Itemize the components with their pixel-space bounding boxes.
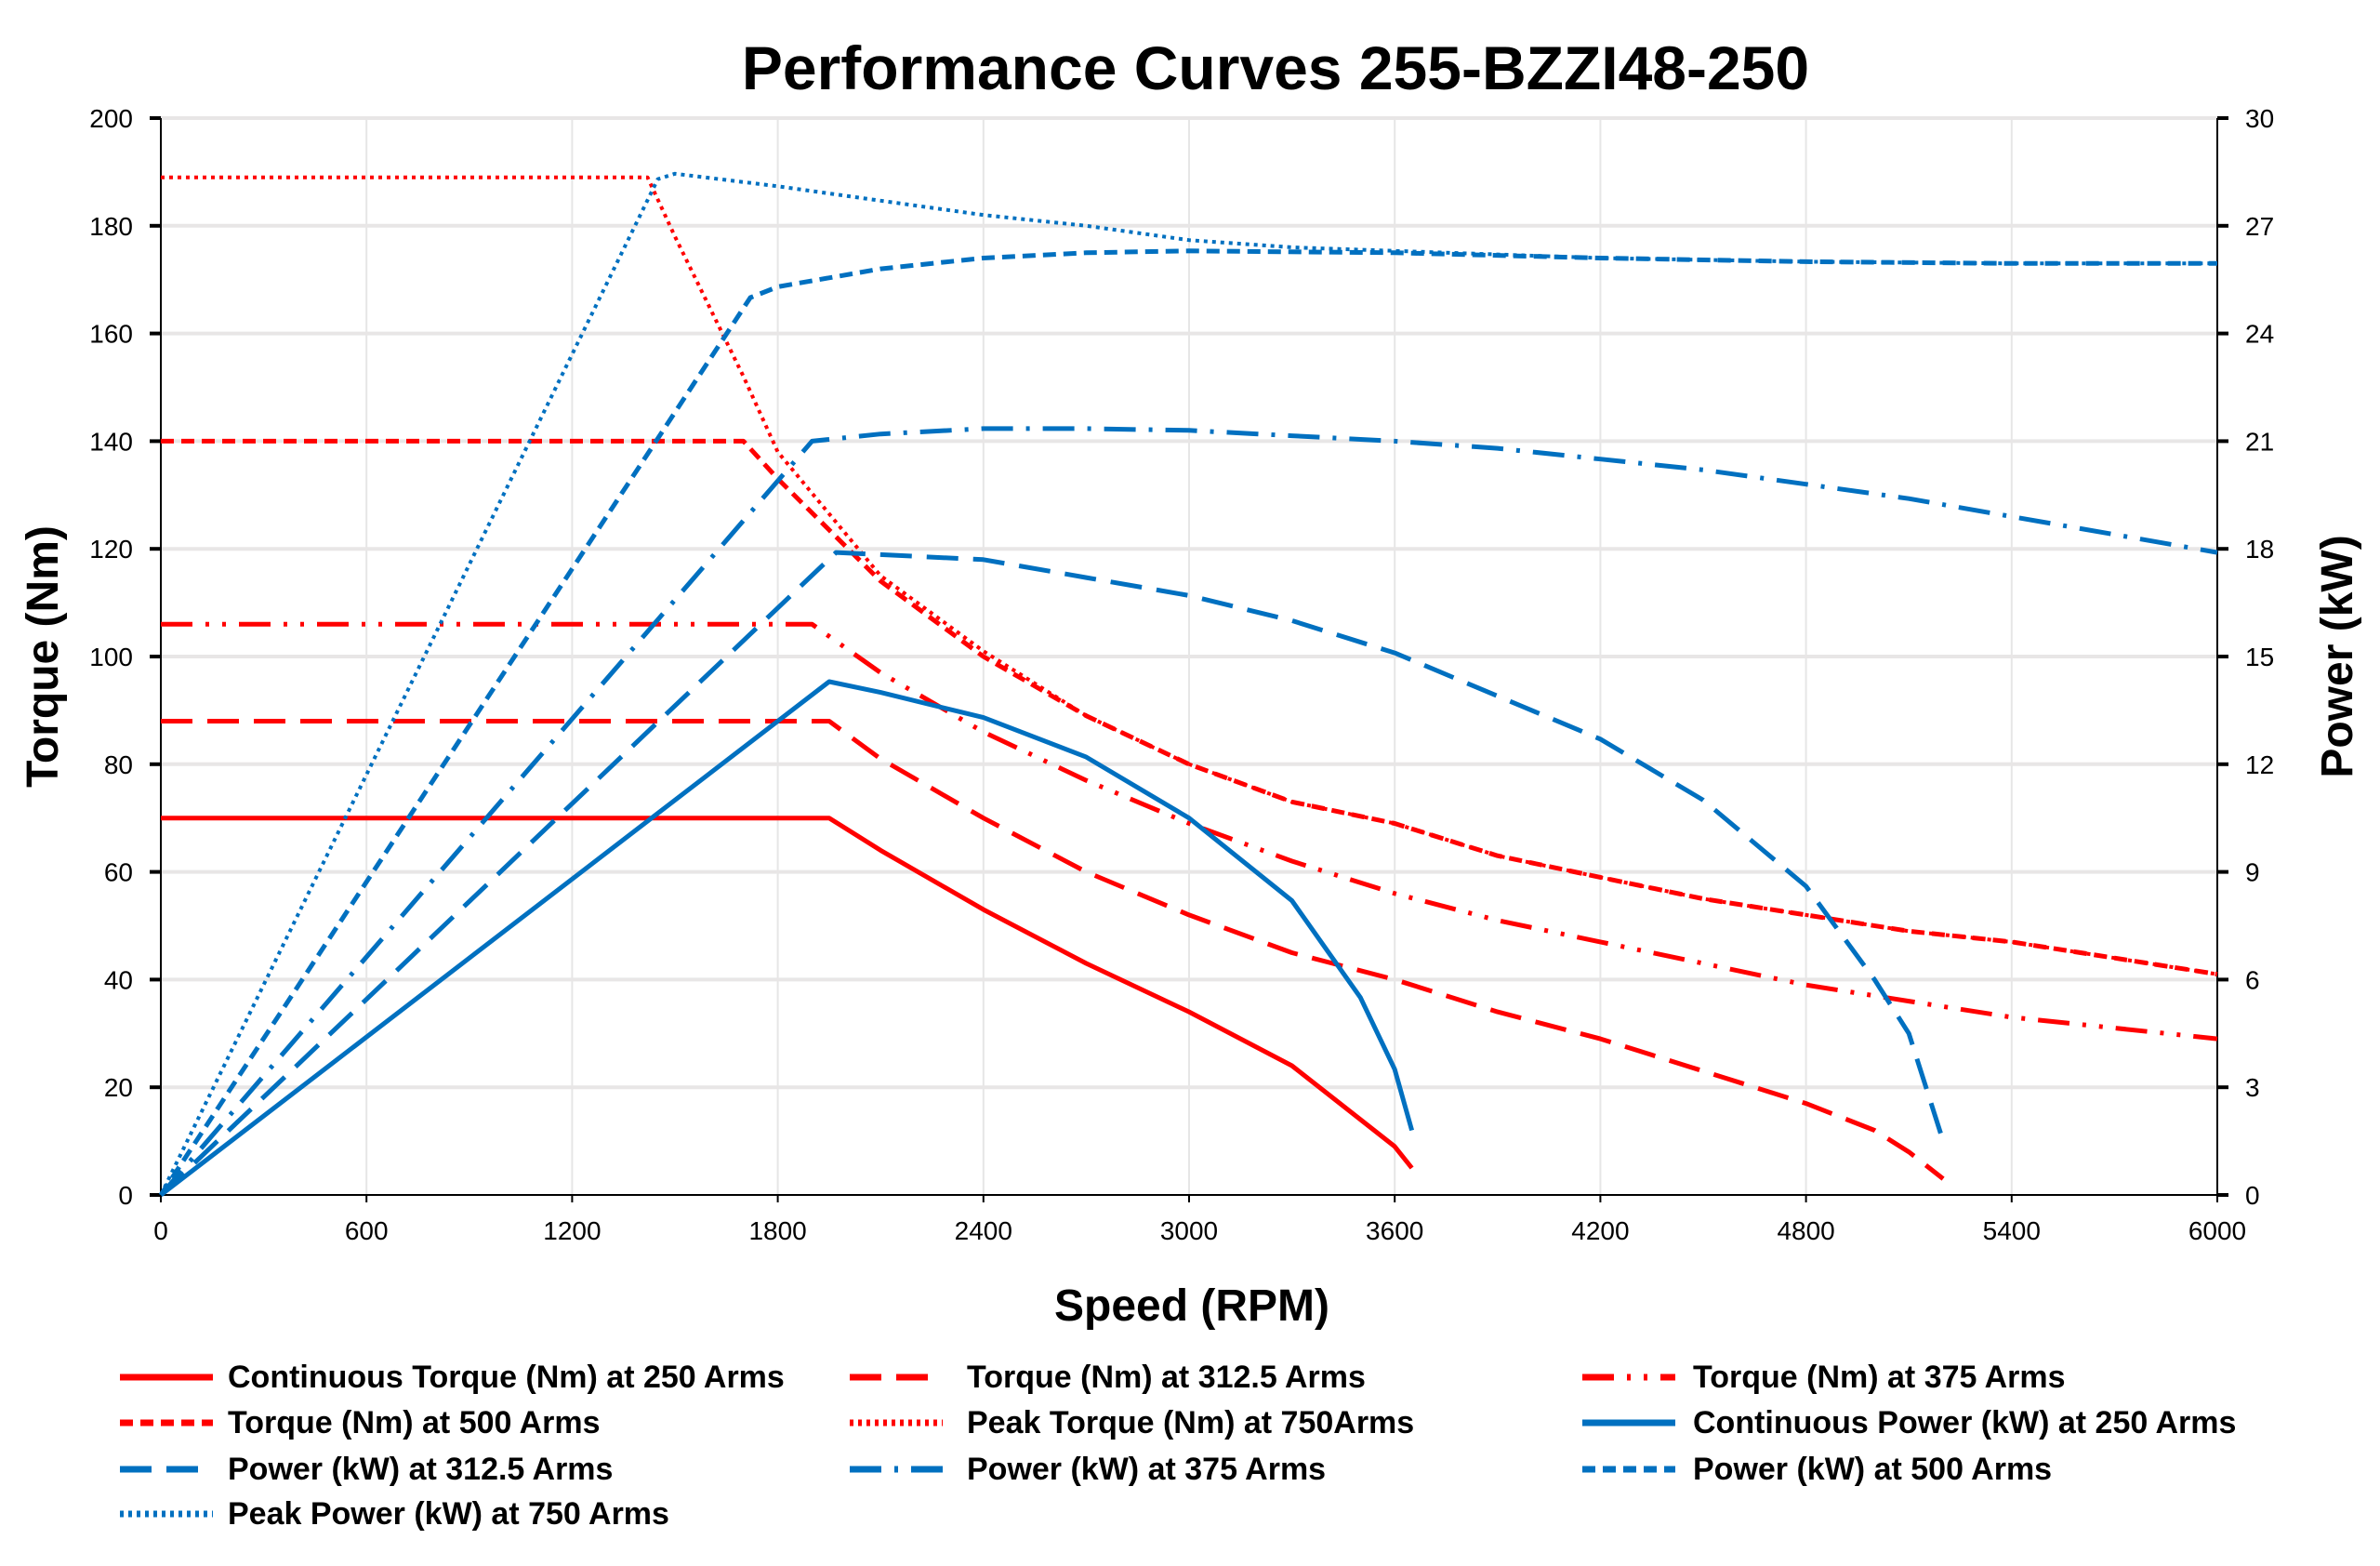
y2-tick-label: 21 (2245, 427, 2274, 456)
x-tick-label: 2400 (955, 1216, 1012, 1245)
y-tick-label: 120 (89, 535, 133, 564)
y2-tick-label: 27 (2245, 212, 2274, 241)
y2-tick-label: 15 (2245, 643, 2274, 671)
y-tick-label: 180 (89, 212, 133, 241)
legend-label: Continuous Torque (Nm) at 250 Arms (228, 1360, 785, 1395)
legend-label: Torque (Nm) at 500 Arms (228, 1405, 601, 1440)
y2-tick-label: 24 (2245, 320, 2274, 349)
series-line (161, 719, 1945, 1181)
legend-label: Power (kW) at 312.5 Arms (228, 1452, 613, 1487)
y2-tick-label: 9 (2245, 858, 2260, 887)
series-line (159, 426, 2218, 1197)
legend-label: Torque (Nm) at 375 Arms (1693, 1360, 2066, 1395)
series-line (161, 438, 2218, 977)
legend-label: Power (kW) at 500 Arms (1693, 1452, 2052, 1487)
chart-title: Performance Curves 255-BZZI48-250 (742, 33, 1809, 102)
x-tick-label: 0 (153, 1216, 168, 1245)
series-line (159, 171, 2217, 1196)
y-tick-label: 20 (104, 1073, 133, 1102)
legend-label: Torque (Nm) at 312.5 Arms (967, 1360, 1366, 1395)
x-tick-label: 1200 (543, 1216, 601, 1245)
y2-axis-title: Power (kW) (2313, 535, 2362, 777)
y2-tick-label: 18 (2245, 535, 2274, 564)
y2-tick-label: 0 (2245, 1181, 2260, 1210)
series-line (161, 816, 1414, 1170)
y2-tick-label: 12 (2245, 750, 2274, 779)
x-tick-label: 3000 (1160, 1216, 1218, 1245)
series-line (158, 248, 2217, 1197)
x-tick-label: 6000 (2188, 1216, 2246, 1245)
legend: Continuous Torque (Nm) at 250 Arms Torque… (120, 1360, 2236, 1532)
legend-label: Power (kW) at 375 Arms (967, 1452, 1326, 1487)
y-axis-title: Torque (Nm) (19, 525, 68, 788)
y-tick-label: 40 (104, 965, 133, 994)
x-axis-title: Speed (RPM) (1054, 1281, 1329, 1331)
series-line (159, 550, 1946, 1197)
series-line (161, 175, 2218, 976)
legend-label: Continuous Power (kW) at 250 Arms (1693, 1405, 2236, 1440)
x-tick-label: 5400 (1983, 1216, 2041, 1245)
y2-tick-label: 6 (2245, 965, 2260, 994)
y-tick-label: 0 (118, 1181, 133, 1210)
x-tick-label: 1800 (748, 1216, 806, 1245)
y-tick-label: 60 (104, 858, 133, 887)
x-tick-label: 600 (345, 1216, 389, 1245)
y-tick-label: 80 (104, 750, 133, 779)
y-tick-label: 200 (89, 104, 133, 133)
y-tick-label: 160 (89, 320, 133, 349)
series-line (161, 621, 2218, 1042)
x-tick-label: 4800 (1777, 1216, 1834, 1245)
series-line (159, 679, 1415, 1197)
series-lines (158, 171, 2218, 1197)
axes: 0 600 1200 1800 2400 3000 3600 4200 4800 5400 6000… (89, 104, 2274, 1245)
x-tick-label: 3600 (1366, 1216, 1423, 1245)
y2-tick-label: 3 (2245, 1073, 2260, 1102)
legend-label: Peak Torque (Nm) at 750Arms (967, 1405, 1414, 1440)
x-tick-label: 4200 (1571, 1216, 1629, 1245)
y2-tick-label: 30 (2245, 104, 2274, 133)
y-tick-label: 100 (89, 643, 133, 671)
legend-label: Peak Power (kW) at 750 Arms (228, 1496, 669, 1532)
y-tick-label: 140 (89, 427, 133, 456)
